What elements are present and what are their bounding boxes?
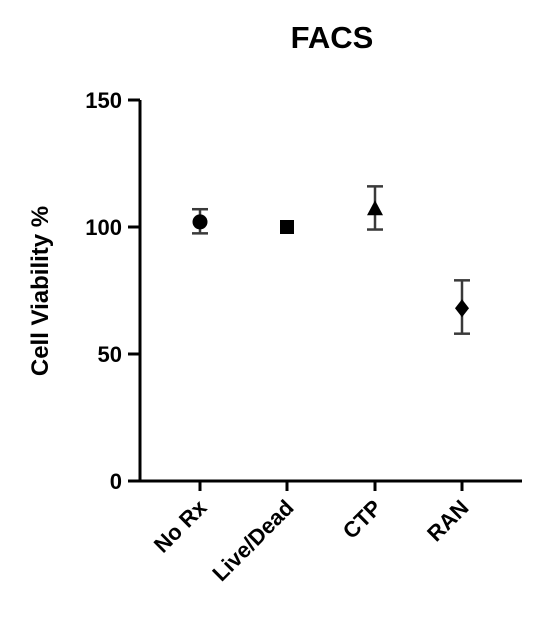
axes (138, 100, 522, 483)
data-point-square (280, 220, 294, 234)
data-point-diamond (455, 299, 469, 318)
y-ticks: 0 50 100 150 (85, 88, 140, 494)
data-point-triangle (367, 200, 383, 216)
x-category-label: RAN (422, 495, 473, 546)
y-tick-label: 100 (85, 215, 122, 240)
data-points (192, 185, 470, 335)
y-tick-label: 150 (85, 88, 122, 113)
x-category-label: Live/Dead (207, 495, 298, 586)
data-point-circle (192, 214, 208, 230)
y-tick-label: 0 (110, 469, 122, 494)
y-tick-label: 50 (98, 342, 122, 367)
chart-title: FACS (291, 20, 374, 55)
x-category-label: CTP (338, 495, 387, 544)
x-category-label: No Rx (149, 494, 212, 557)
y-axis-label: Cell Viability % (27, 206, 54, 376)
